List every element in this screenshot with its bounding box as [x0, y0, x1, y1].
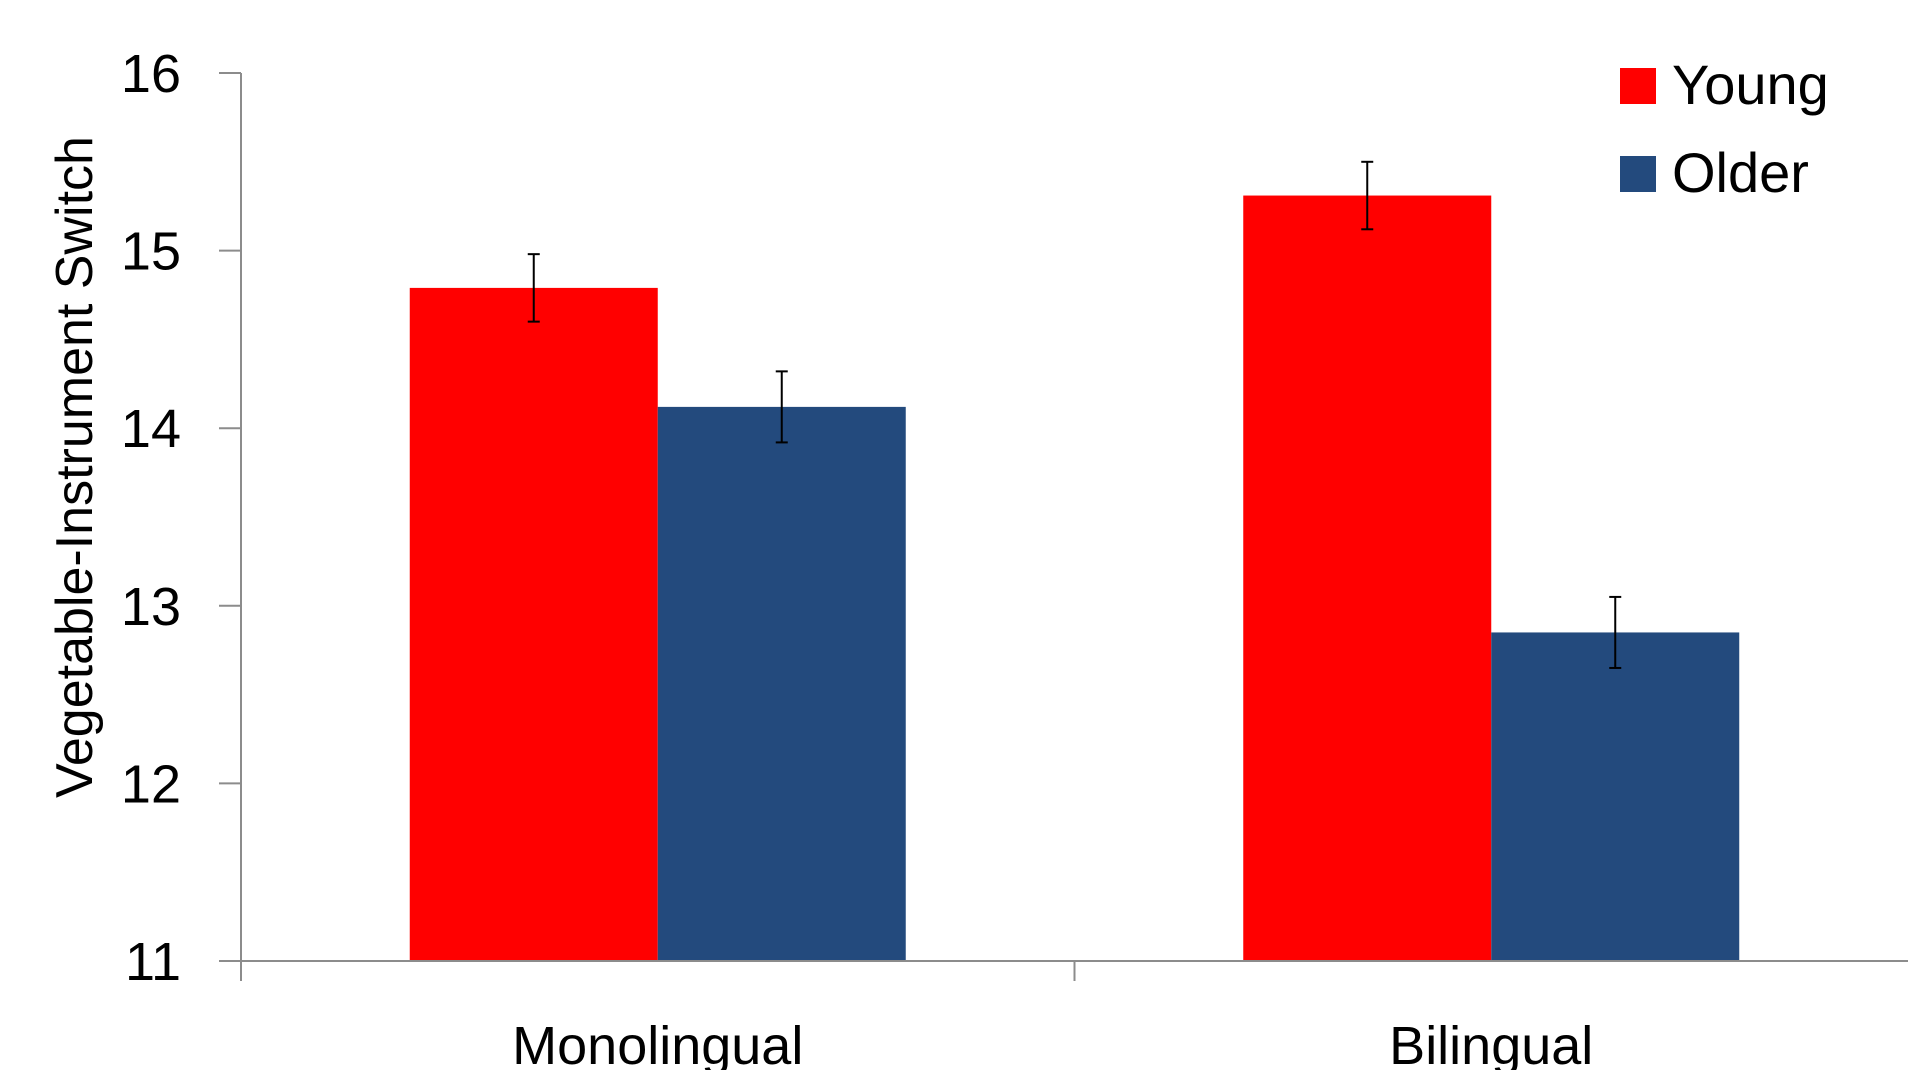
y-tick-label: 13 — [121, 577, 181, 637]
bar-older-bilingual — [1491, 632, 1740, 961]
y-tick-label: 12 — [121, 754, 181, 814]
x-axis-category-labels: Monolingual Bilingual — [512, 1016, 1593, 1070]
y-tick-label: 11 — [125, 932, 181, 992]
legend-label-young: Young — [1672, 53, 1829, 116]
bar-young-monolingual — [409, 287, 658, 961]
x-category-label: Bilingual — [1389, 1016, 1593, 1070]
y-tick-label: 15 — [121, 222, 181, 282]
y-axis-ticks: 11 12 13 14 15 16 — [121, 44, 241, 992]
x-category-label: Monolingual — [512, 1016, 803, 1070]
x-axis-ticks — [240, 961, 1076, 981]
bar-older-monolingual — [657, 406, 906, 961]
legend-label-older: Older — [1672, 141, 1809, 204]
y-axis-title: Vegetable-Instrument Switch — [46, 136, 104, 798]
error-bars — [527, 160, 1622, 669]
y-tick-label: 14 — [121, 399, 181, 459]
bar-young-bilingual — [1243, 195, 1492, 961]
y-tick-label: 16 — [121, 44, 181, 104]
legend-swatch-older — [1620, 156, 1656, 192]
legend-swatch-young — [1620, 68, 1656, 104]
legend: Young Older — [1620, 53, 1829, 204]
bars — [409, 195, 1740, 961]
